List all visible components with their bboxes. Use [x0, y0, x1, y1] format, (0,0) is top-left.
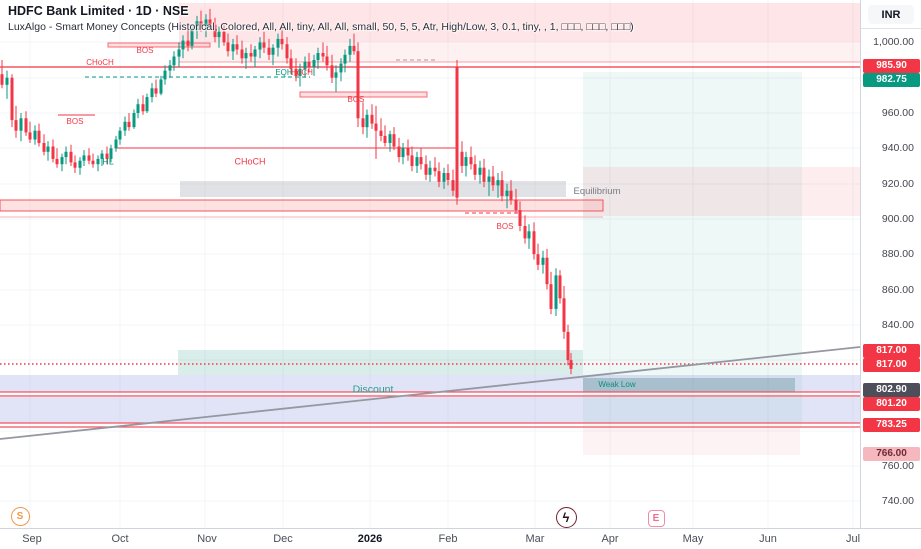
- trend-line: [0, 346, 860, 440]
- axis-separator: [861, 28, 921, 29]
- annotation-label: BOS: [137, 46, 154, 55]
- time-label: Dec: [273, 533, 293, 545]
- demand-band-2: [0, 397, 860, 423]
- annotation-label: BOS: [497, 222, 514, 231]
- annotation-label: HoCH: [291, 68, 313, 77]
- bos-box-mid: [299, 91, 428, 98]
- bullish-target-box: [583, 72, 802, 427]
- time-label: 2026: [357, 533, 383, 545]
- annotation-label: CHoCH: [86, 58, 114, 67]
- supply-zone-right: [583, 167, 860, 216]
- time-label: Sep: [22, 533, 42, 545]
- discount-teal-zone: [178, 350, 583, 375]
- price-tick: 900.00: [881, 213, 914, 225]
- price-badge: 802.90: [863, 383, 920, 397]
- time-label: Apr: [601, 533, 619, 545]
- annotation-label: EQH: [275, 68, 293, 77]
- price-tick: 740.00: [881, 495, 914, 507]
- e-badge-marker[interactable]: E: [647, 509, 665, 527]
- annotation-label: Equilibrium: [574, 186, 621, 197]
- time-label: Feb: [438, 533, 458, 545]
- time-label: Jun: [759, 533, 777, 545]
- candlestick-series: [0, 8, 573, 375]
- time-axis[interactable]: Sep Oct Nov Dec 2026 Feb Mar Apr May Jun Jul: [0, 528, 921, 549]
- premium-zone-light: [179, 42, 860, 62]
- price-badge: 985.90: [863, 59, 920, 73]
- lower-pink-zone: [583, 427, 800, 455]
- price-tick: 960.00: [881, 107, 914, 119]
- price-tick: 920.00: [881, 178, 914, 190]
- equilibrium-box: [180, 181, 566, 197]
- bos-box-upper: [107, 42, 211, 48]
- price-axis[interactable]: INR 1,000.00 960.00 940.00 920.00 900.00 880.…: [860, 0, 921, 528]
- legend[interactable]: HDFC Bank Limited · 1D · NSE LuxAlgo - S…: [8, 4, 634, 33]
- time-label: Oct: [111, 533, 129, 545]
- indicator-title[interactable]: LuxAlgo - Smart Money Concepts (Historic…: [8, 21, 634, 33]
- annotation-label: BOS: [348, 95, 365, 104]
- chart-area[interactable]: CHoCHCHoCHBOSBOSEQHHoCHBOSHLCHoCHBOSEqui…: [0, 0, 860, 528]
- price-badge: 801.20: [863, 397, 920, 411]
- lightning-circle-marker[interactable]: ϟ: [555, 506, 577, 528]
- price-badge: 766.00: [863, 447, 920, 461]
- symbol-title[interactable]: HDFC Bank Limited · 1D · NSE: [8, 4, 189, 18]
- price-tick: 880.00: [881, 248, 914, 260]
- time-label: Mar: [525, 533, 545, 545]
- annotation-label: Weak Low: [598, 380, 635, 389]
- annotation-label: HL: [102, 157, 114, 167]
- price-tick: 940.00: [881, 142, 914, 154]
- price-tick: 1,000.00: [873, 36, 914, 48]
- weak-low-band: [583, 378, 795, 392]
- price-tick: 860.00: [881, 284, 914, 296]
- annotation-label: CHoCH: [234, 157, 265, 167]
- time-label: May: [682, 533, 704, 545]
- price-tick: 760.00: [881, 460, 914, 472]
- annotation-label: Discount: [353, 383, 394, 395]
- time-label: Nov: [197, 533, 217, 545]
- price-badge: 817.00: [863, 344, 920, 358]
- price-tick: 840.00: [881, 319, 914, 331]
- time-label: Jul: [845, 533, 861, 545]
- demand-band-1: [0, 375, 860, 392]
- candlestick-chart: CHoCHCHoCHBOSBOSEQHHoCHBOSHLCHoCHBOSEqui…: [0, 0, 860, 528]
- currency-button[interactable]: INR: [868, 5, 914, 24]
- price-badge: 783.25: [863, 418, 920, 432]
- price-badge: 817.00: [863, 358, 920, 372]
- price-badge: 982.75: [863, 73, 920, 87]
- order-block-box: [0, 199, 604, 212]
- premium-zone-dark: [179, 3, 860, 42]
- annotation-label: BOS: [67, 117, 84, 126]
- s-circle-marker[interactable]: S: [10, 506, 30, 526]
